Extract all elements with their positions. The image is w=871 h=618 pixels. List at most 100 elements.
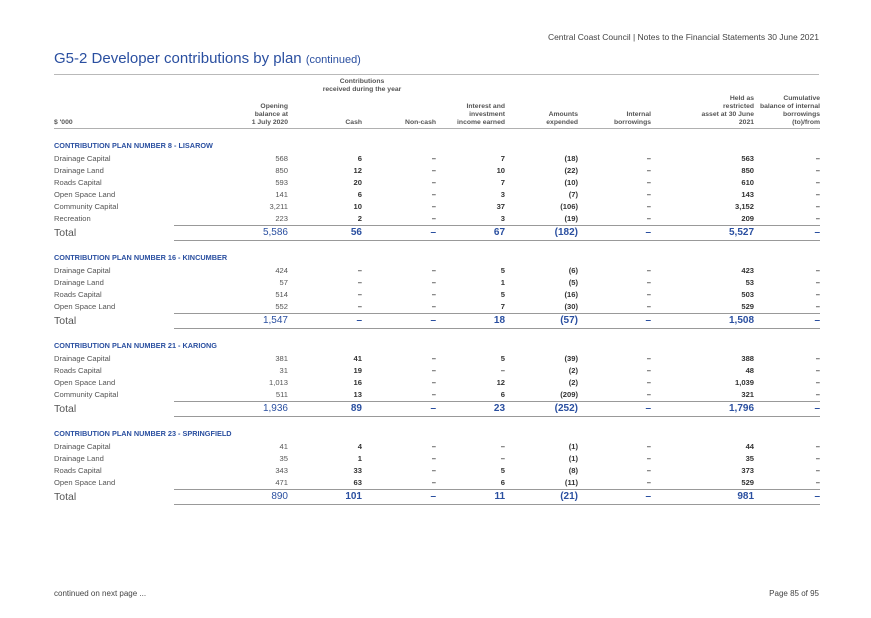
table-cell: – — [578, 389, 652, 402]
developer-contributions-table: Contributions received during the year $… — [54, 78, 821, 505]
total-cell: – — [578, 313, 652, 329]
table-cell: – — [815, 266, 821, 275]
table-cell: – — [431, 454, 437, 463]
table-cell: 12 — [496, 378, 506, 387]
total-cell: – — [754, 489, 821, 505]
table-cell: – — [431, 366, 437, 375]
table-cell: – — [431, 290, 437, 299]
table-cell: 593 — [275, 178, 288, 187]
row-label: Drainage Capital — [54, 266, 111, 275]
table-cell: (2) — [568, 378, 579, 387]
total-cell: 981 — [651, 489, 755, 505]
table-row: Drainage Capital 381 41 – 5 (39) – 388 – — [54, 353, 820, 365]
total-cell: 23 — [436, 401, 506, 417]
table-cell: 209 — [651, 213, 755, 226]
table-cell: 41 — [279, 442, 288, 451]
table-cell: – — [754, 389, 821, 402]
table-cell: – — [646, 278, 652, 287]
table-cell: 471 — [174, 477, 288, 490]
section-heading-row: CONTRIBUTION PLAN NUMBER 21 - KARIONG — [54, 329, 820, 354]
title-main: G5-2 Developer contributions by plan — [54, 50, 302, 67]
table-cell: (6) — [568, 266, 579, 275]
table-cell: – — [815, 190, 821, 199]
table-cell: – — [357, 266, 362, 275]
table-row: Roads Capital 593 20 – 7 (10) – 610 – — [54, 177, 820, 189]
table-cell: 141 — [275, 190, 288, 199]
section-heading-row: CONTRIBUTION PLAN NUMBER 16 - KINCUMBER — [54, 241, 820, 266]
table-cell: – — [646, 366, 652, 375]
table-cell: 850 — [741, 166, 755, 175]
table-cell: (39) — [564, 354, 579, 363]
table-cell: – — [362, 477, 437, 490]
table-cell: 5 — [500, 354, 506, 363]
total-row: Total 5,586 56–67 (182) –5,527– — [54, 225, 821, 241]
table-row: Roads Capital 31 19 – – (2) – 48 – — [54, 365, 820, 377]
table-cell: – — [646, 454, 652, 463]
table-cell: – — [815, 378, 821, 387]
table-cell: (1) — [568, 454, 579, 463]
table-cell: 529 — [651, 301, 755, 314]
table-cell: 16 — [353, 378, 362, 387]
table-cell: 33 — [353, 466, 362, 475]
table-row: Open Space Land 141 6 – 3 (7) – 143 – — [54, 189, 820, 201]
total-cell: 11 — [436, 489, 506, 505]
total-row: Total 1,936 89–23 (252) –1,796– — [54, 401, 821, 417]
table-cell: 31 — [279, 366, 288, 375]
row-label: Roads Capital — [54, 290, 102, 299]
row-label: Recreation — [54, 214, 91, 224]
row-label: Community Capital — [54, 202, 119, 211]
table-cell: 37 — [496, 202, 506, 211]
table-cell: – — [754, 213, 821, 226]
table-cell: – — [431, 154, 437, 163]
table-cell: 12 — [353, 166, 362, 175]
table-cell: – — [815, 154, 821, 163]
table-cell: 568 — [275, 154, 288, 163]
table-cell: 44 — [745, 442, 755, 451]
table-cell: 223 — [174, 213, 288, 226]
table-cell: – — [431, 354, 437, 363]
table-cell: – — [646, 442, 652, 451]
table-cell: – — [578, 301, 652, 314]
table-cell: – — [754, 301, 821, 314]
table-cell: 552 — [174, 301, 288, 314]
total-cell: – — [578, 489, 652, 505]
table-cell: 514 — [275, 290, 288, 299]
page-title: G5-2 Developer contributions by plan (co… — [54, 50, 361, 67]
table-cell: (19) — [505, 213, 579, 226]
table-row: Drainage Land 850 12 – 10 (22) – 850 – — [54, 165, 820, 177]
table-cell: 19 — [353, 366, 362, 375]
table-cell: (11) — [505, 477, 579, 490]
table-cell: 529 — [651, 477, 755, 490]
total-cell: – — [362, 313, 437, 329]
table-cell: – — [431, 166, 437, 175]
table-cell: – — [357, 278, 362, 287]
table-cell: 610 — [741, 178, 755, 187]
row-label: Community Capital — [54, 390, 119, 400]
total-cell: 1,508 — [651, 313, 755, 329]
table-cell: 5 — [500, 266, 506, 275]
table-row: Drainage Land 57 – – 1 (5) – 53 – — [54, 277, 820, 289]
table-cell: 20 — [353, 178, 362, 187]
total-cell: (57) — [505, 313, 579, 329]
total-label: Total — [54, 491, 77, 503]
table-cell: – — [815, 454, 821, 463]
row-label: Open Space Land — [54, 190, 116, 199]
table-cell: 63 — [288, 477, 362, 490]
total-cell: 56 — [288, 225, 362, 241]
table-cell: – — [754, 477, 821, 490]
total-cell: 5,586 — [174, 225, 288, 241]
table-cell: 10 — [496, 166, 506, 175]
table-cell: – — [646, 178, 652, 187]
table-cell: – — [500, 442, 506, 451]
table-cell: – — [362, 389, 437, 402]
row-label: Roads Capital — [54, 466, 102, 475]
total-cell: – — [362, 401, 437, 417]
table-cell: 321 — [651, 389, 755, 402]
total-cell: 89 — [288, 401, 362, 417]
table-cell: – — [578, 477, 652, 490]
table-cell: 143 — [741, 190, 755, 199]
total-cell: 18 — [436, 313, 506, 329]
table-cell: – — [431, 178, 437, 187]
table-cell: 48 — [745, 366, 755, 375]
total-cell: 890 — [174, 489, 288, 505]
